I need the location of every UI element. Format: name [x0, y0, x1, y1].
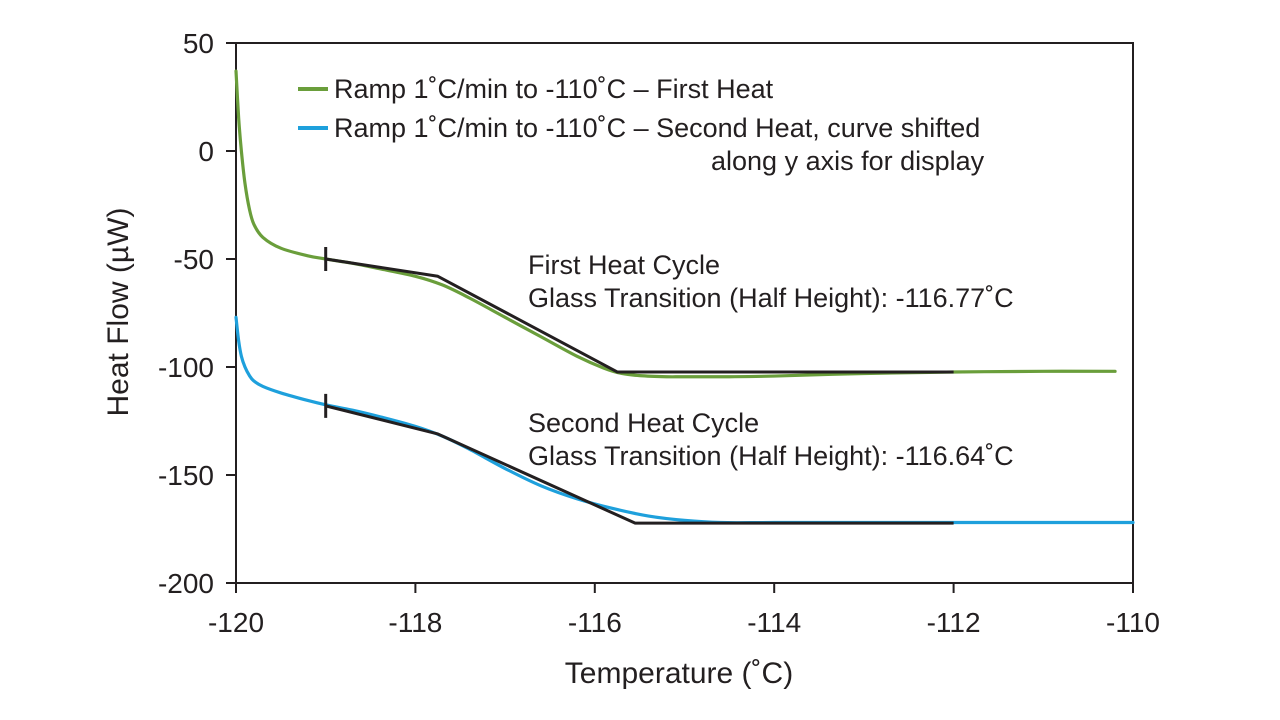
- y-tick-label: -100: [158, 352, 214, 383]
- annotation-second-heat: Second Heat Cycle Glass Transition (Half…: [528, 408, 1014, 471]
- annotation-second-heat-value: Glass Transition (Half Height): -116.64˚…: [528, 441, 1014, 471]
- x-tick-label: -114: [747, 607, 801, 638]
- x-tick-label: -116: [568, 607, 622, 638]
- x-tick-label: -110: [1106, 607, 1160, 638]
- y-tick-label: -200: [158, 568, 214, 599]
- tangent-second-heat: [325, 404, 954, 525]
- legend-label-first-heat: Ramp 1˚C/min to -110˚C – First Heat: [334, 74, 774, 104]
- y-tick-label: 50: [183, 28, 214, 59]
- tangent-first-heat: [325, 257, 954, 374]
- y-axis-title: Heat Flow (µW): [102, 208, 135, 417]
- plot-frame: [235, 42, 1134, 584]
- axis-ticks: [226, 42, 1134, 593]
- y-tick-label: 0: [198, 136, 214, 167]
- tangent-lines: [325, 257, 954, 525]
- y-tick-label: -50: [174, 244, 214, 275]
- legend-label-second-heat-line2: along y axis for display: [711, 146, 985, 176]
- y-tick-labels: 50 0 -50 -100 -150 -200: [158, 28, 214, 599]
- x-tick-labels: -120 -118 -116 -114 -112 -110: [208, 607, 1160, 638]
- annotation-first-heat-title: First Heat Cycle: [528, 250, 720, 280]
- legend: Ramp 1˚C/min to -110˚C – First Heat Ramp…: [298, 74, 985, 176]
- series-first-heat-line: [234, 69, 1117, 379]
- x-axis-title: Temperature (˚C): [565, 657, 793, 690]
- x-tick-label: -112: [927, 607, 981, 638]
- x-tick-label: -120: [208, 607, 264, 638]
- y-tick-label: -150: [158, 460, 214, 491]
- legend-label-second-heat: Ramp 1˚C/min to -110˚C – Second Heat, cu…: [334, 113, 980, 143]
- annotation-first-heat: First Heat Cycle Glass Transition (Half …: [528, 250, 1014, 313]
- x-tick-label: -118: [388, 607, 442, 638]
- annotation-first-heat-value: Glass Transition (Half Height): -116.77˚…: [528, 283, 1014, 313]
- annotation-second-heat-title: Second Heat Cycle: [528, 408, 759, 438]
